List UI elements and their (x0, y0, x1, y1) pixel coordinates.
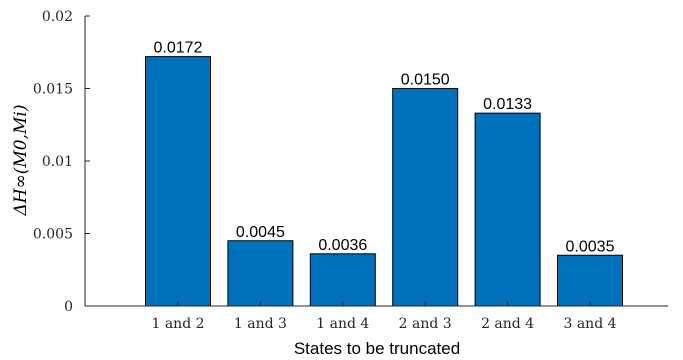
bar (145, 56, 211, 307)
y-tick-label: 0 (64, 299, 73, 315)
bar (557, 254, 623, 307)
x-tick-label: 3 and 4 (563, 316, 616, 332)
data-label: 0.0045 (236, 224, 285, 241)
data-label: 0.0172 (154, 40, 203, 57)
data-labels-group: 0.0172 0.0045 0.0036 0.0150 0.0133 0.0035 (154, 40, 615, 256)
data-label: 0.0035 (566, 238, 615, 255)
x-ticks-group: 1 and 2 1 and 3 1 and 4 2 and 3 2 and 4 3 and… (151, 301, 617, 332)
x-tick-label: 2 and 3 (399, 316, 452, 332)
x-tick-label: 1 and 3 (234, 316, 287, 332)
y-tick-label: 0.005 (33, 227, 73, 243)
bar (474, 112, 541, 307)
bar (392, 88, 459, 307)
data-label: 0.0036 (318, 237, 367, 254)
data-label: 0.0133 (483, 96, 532, 113)
x-tick-label: 1 and 4 (316, 316, 369, 332)
data-label: 0.0150 (401, 72, 450, 89)
y-tick-label: 0.01 (42, 154, 73, 170)
x-tick-label: 2 and 4 (481, 316, 534, 332)
bar (227, 240, 294, 307)
x-tick-label: 1 and 2 (151, 316, 204, 332)
y-ticks-group: 0 0.005 0.01 0.015 0.02 (33, 9, 90, 315)
x-axis-title: States to be truncated (294, 339, 460, 358)
bars-group (145, 56, 623, 307)
y-tick-label: 0.015 (33, 82, 73, 98)
y-tick-label: 0.02 (42, 9, 73, 25)
bar (309, 253, 376, 307)
y-axis-title: ΔH∞(M0,Mi) (11, 105, 31, 217)
